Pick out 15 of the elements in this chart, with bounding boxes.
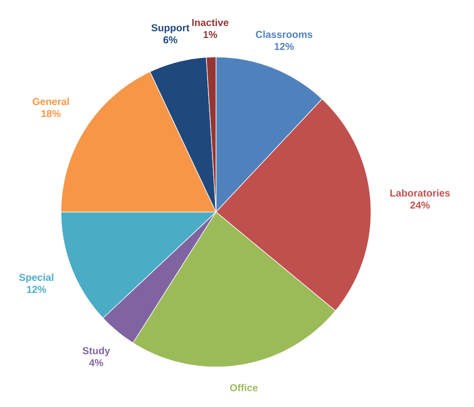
slice-label: Study [82, 346, 110, 356]
data-label: 4% [89, 359, 104, 366]
slice-label: Classrooms [256, 30, 312, 38]
slice-label: Support [151, 24, 190, 34]
slice-label: Inactive [192, 18, 228, 26]
data-label: 12% [27, 286, 46, 293]
data-label: 24% [410, 202, 430, 209]
data-label: 12% [274, 42, 294, 50]
slice-label: Special [19, 274, 54, 283]
data-label: 1% [204, 30, 218, 38]
slice-label: Office [230, 384, 258, 392]
data-label: 18% [42, 110, 61, 118]
slice-label: Laboratories [390, 189, 450, 197]
slice-label: General [32, 98, 69, 106]
data-label: 6% [163, 36, 178, 44]
